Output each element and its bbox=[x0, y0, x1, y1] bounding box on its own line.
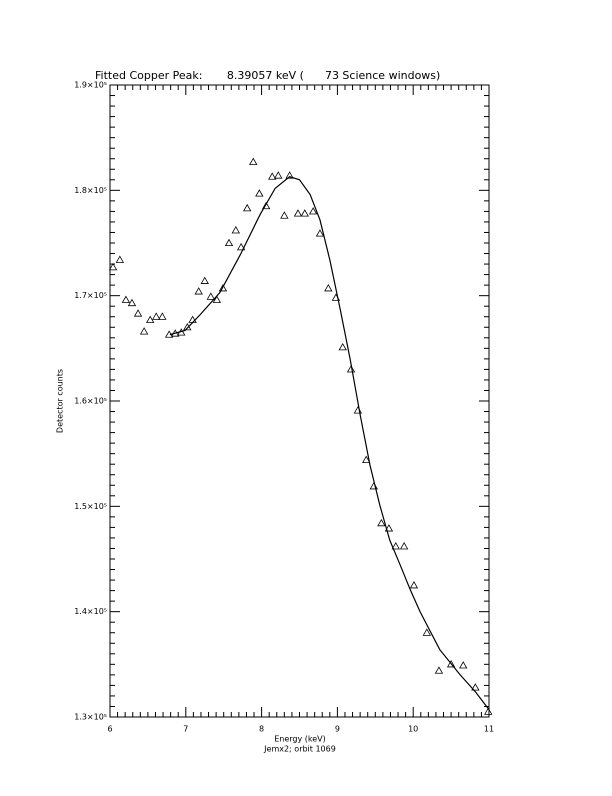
y-tick-label: 1.6×10⁵ bbox=[74, 397, 107, 406]
data-point bbox=[261, 201, 271, 210]
data-point bbox=[300, 209, 309, 217]
data-point bbox=[391, 542, 400, 550]
x-tick-label: 9 bbox=[335, 725, 340, 734]
data-point bbox=[158, 312, 167, 320]
data-point bbox=[121, 295, 131, 303]
data-point bbox=[377, 518, 386, 527]
x-tick-label: 8 bbox=[259, 725, 264, 734]
data-point bbox=[308, 207, 318, 215]
chart-title: Fitted Copper Peak: 8.39057 keV ( 73 Sci… bbox=[95, 69, 440, 82]
x-tick-label: 6 bbox=[107, 725, 112, 734]
data-point bbox=[224, 238, 234, 247]
data-point bbox=[249, 157, 258, 165]
data-point bbox=[139, 327, 149, 335]
subtitle: Jemx2; orbit 1069 bbox=[263, 745, 336, 754]
data-point bbox=[218, 283, 228, 292]
y-tick-label: 1.3×10⁵ bbox=[74, 713, 107, 722]
data-point bbox=[115, 255, 125, 263]
data-point bbox=[200, 276, 209, 284]
data-point bbox=[194, 287, 203, 295]
data-point bbox=[446, 660, 456, 668]
y-axis-label: Detector counts bbox=[56, 369, 65, 433]
data-point bbox=[231, 226, 241, 234]
data-point bbox=[324, 283, 333, 292]
data-point bbox=[293, 209, 303, 217]
y-tick-label: 1.9×10⁵ bbox=[74, 81, 107, 90]
data-point bbox=[145, 315, 155, 323]
y-tick-label: 1.5×10⁵ bbox=[74, 502, 107, 511]
y-tick-label: 1.4×10⁵ bbox=[74, 607, 107, 616]
data-point bbox=[152, 312, 161, 320]
x-tick-label: 11 bbox=[484, 725, 494, 734]
data-point bbox=[243, 203, 252, 212]
data-point bbox=[434, 666, 444, 674]
x-tick-label: 7 bbox=[183, 725, 188, 734]
data-point bbox=[384, 524, 394, 532]
data-point bbox=[133, 309, 143, 317]
data-point bbox=[315, 229, 325, 237]
x-axis-label: Energy (keV) bbox=[274, 735, 326, 744]
data-point bbox=[236, 242, 246, 251]
data-point bbox=[399, 542, 409, 550]
data-point bbox=[338, 342, 347, 351]
fit-line bbox=[169, 175, 490, 710]
data-point bbox=[362, 455, 371, 464]
data-point bbox=[484, 707, 493, 715]
data-point bbox=[409, 581, 419, 589]
data-point bbox=[459, 661, 468, 669]
data-point bbox=[206, 292, 216, 300]
data-point bbox=[346, 365, 356, 373]
data-point bbox=[212, 295, 222, 303]
data-point bbox=[285, 171, 294, 179]
data-point bbox=[255, 189, 264, 197]
y-tick-label: 1.7×10⁵ bbox=[74, 291, 107, 300]
data-point bbox=[127, 298, 137, 307]
data-point bbox=[280, 211, 289, 219]
data-point bbox=[268, 172, 277, 180]
data-point bbox=[471, 683, 480, 691]
x-tick-label: 10 bbox=[408, 725, 418, 734]
y-tick-label: 1.8×10⁵ bbox=[74, 186, 107, 195]
data-point bbox=[108, 262, 118, 271]
data-point bbox=[274, 171, 283, 179]
data-point bbox=[422, 628, 432, 636]
